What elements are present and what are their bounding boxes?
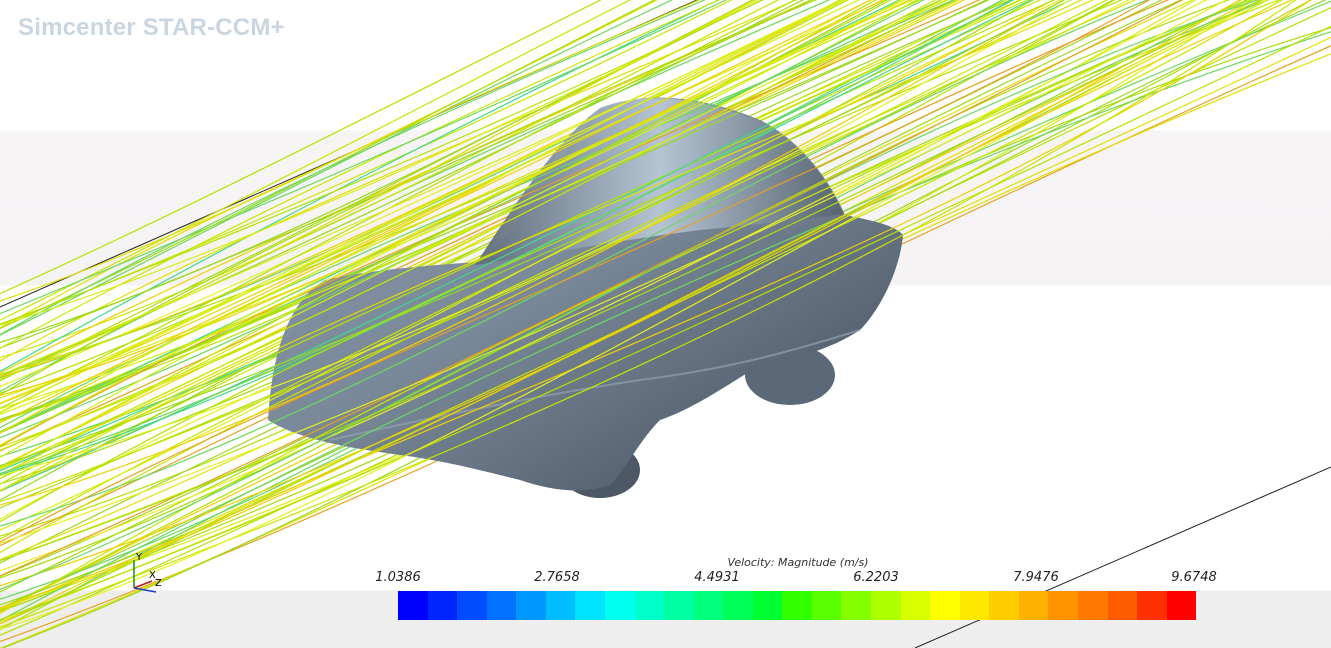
streamline [0, 0, 818, 396]
streamline [0, 0, 1228, 545]
colorbar-segment [1077, 591, 1108, 620]
streamline [0, 0, 813, 374]
streamline [0, 0, 1033, 476]
streamline [0, 0, 756, 380]
streamline [0, 0, 728, 315]
streamline [0, 0, 1260, 590]
streamline [0, 0, 1123, 523]
streamline [0, 0, 944, 448]
streamline [0, 0, 721, 350]
legend-tick-5: 9.6748 [1171, 570, 1217, 585]
streamline [0, 0, 961, 410]
streamline [0, 0, 981, 448]
colorbar-segment [930, 591, 960, 620]
streamline [0, 0, 844, 376]
streamline [0, 0, 1312, 625]
colorbar-segment [516, 591, 546, 620]
streamline [0, 0, 903, 399]
vehicle-body [268, 97, 903, 498]
colorbar-segment [1166, 591, 1197, 620]
axis-y-label: Y [135, 552, 143, 563]
colorbar-segment [427, 591, 458, 620]
streamline [0, 0, 907, 446]
colorbar-segment [871, 591, 901, 620]
streamline [0, 0, 780, 359]
streamline [0, 0, 706, 336]
colorbar-segment [1048, 591, 1078, 620]
legend-title: Velocity: Magnitude (m/s) [727, 556, 869, 569]
streamline [0, 0, 873, 424]
colorbar-segment [693, 591, 724, 620]
streamline [0, 0, 1095, 492]
streamline [0, 0, 720, 373]
streamline [0, 0, 674, 336]
axis-triad-icon[interactable]: Y X Z [122, 548, 172, 596]
legend-tick-0: 1.0386 [375, 570, 421, 585]
streamline [0, 0, 1137, 554]
streamline [0, 0, 733, 326]
colorbar-segment [398, 591, 428, 620]
streamline [0, 0, 602, 295]
colorbar-segment [604, 591, 635, 620]
legend-tick-1: 2.7658 [534, 570, 580, 585]
axis-x-label: X [149, 570, 156, 581]
colorbar-segment [841, 591, 871, 620]
colorbar-segment [900, 591, 931, 620]
colorbar-segment [752, 591, 783, 620]
streamline [0, 0, 847, 415]
colorbar-segment [545, 591, 576, 620]
colorbar-segment [959, 591, 990, 620]
streamline [0, 0, 1241, 587]
legend-colorbar[interactable] [398, 591, 1197, 620]
streamline [0, 0, 1149, 527]
streamline [0, 0, 950, 469]
streamline [0, 0, 632, 321]
colorbar-segment [989, 591, 1019, 620]
streamline [0, 0, 1262, 562]
streamline [0, 0, 1294, 609]
streamline [0, 0, 656, 330]
streamline [0, 0, 1066, 467]
streamline [0, 0, 764, 325]
streamline [0, 0, 988, 434]
streamline [0, 0, 1297, 628]
colorbar-segment [1107, 591, 1138, 620]
streamline [0, 0, 1184, 577]
legend-tick-4: 7.9476 [1013, 570, 1059, 585]
streamline [0, 25, 1331, 621]
streamline [0, 31, 1331, 622]
streamline [0, 0, 888, 420]
colorbar-segment [1018, 591, 1049, 620]
colorbar-segment [782, 591, 812, 620]
streamline [0, 0, 922, 469]
domain-edge-bottom [914, 466, 1331, 648]
streamline [0, 0, 798, 362]
legend-tick-2: 4.4931 [694, 570, 740, 585]
legend-tick-3: 6.2203 [853, 570, 899, 585]
colorbar-segment [664, 591, 694, 620]
streamline [0, 0, 1056, 480]
streamline [0, 0, 1066, 506]
colorbar-segment [486, 591, 517, 620]
colorbar-segment [634, 591, 665, 620]
streamline [0, 0, 1151, 543]
streamline [0, 0, 1072, 477]
colorbar-segment [575, 591, 605, 620]
colorbar-segment [723, 591, 753, 620]
colorbar-segment [811, 591, 842, 620]
colorbar-segment [1137, 591, 1167, 620]
streamline [0, 0, 701, 329]
streamline [0, 0, 1208, 572]
streamline [0, 0, 797, 409]
streamline [0, 0, 925, 439]
streamline [0, 0, 1063, 531]
colorbar-segment [457, 591, 487, 620]
streamline [0, 0, 1013, 475]
axis-z-label: Z [155, 578, 162, 589]
app-watermark: Simcenter STAR-CCM+ [18, 14, 285, 41]
